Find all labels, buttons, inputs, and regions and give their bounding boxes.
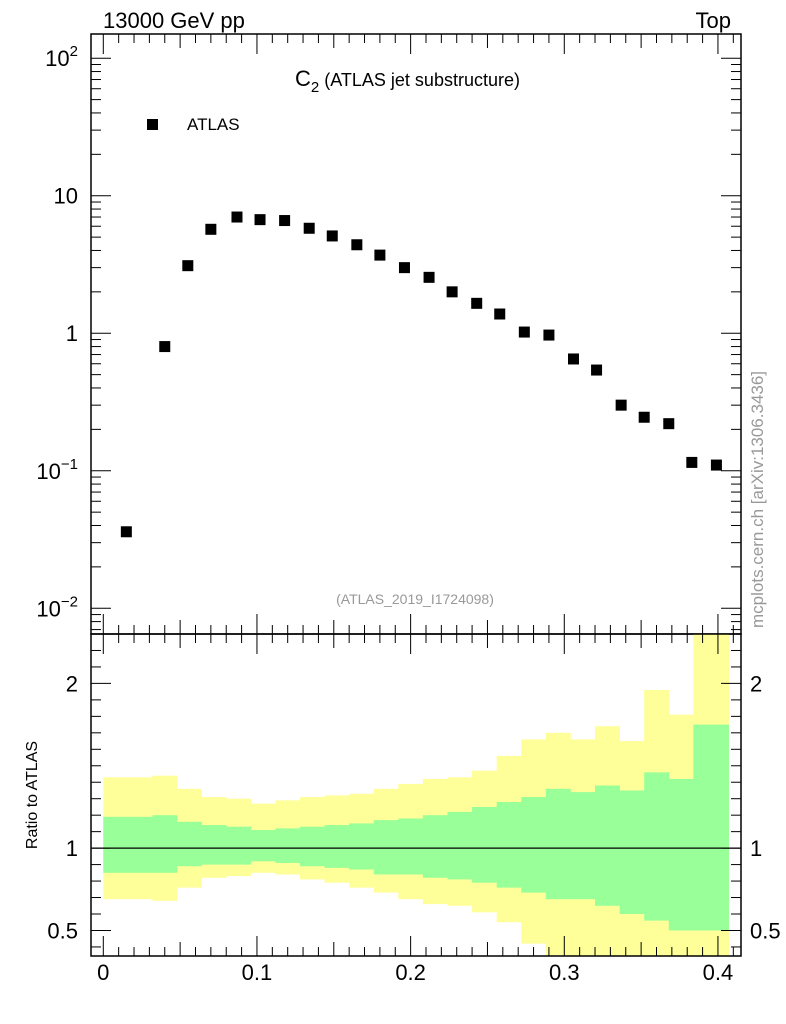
main-y-tick-label: 10−2 [36,593,78,621]
inner-band-bin-10 [349,823,375,870]
data-point-9 [351,239,363,251]
inner-band-bin-3 [177,821,202,867]
analysis-id: (ATLAS_2019_I1724098) [336,591,494,607]
inner-band-bin-19 [570,792,596,900]
inner-band-bin-21 [619,790,645,914]
data-point-0 [120,526,132,538]
ratio-y-tick-label-right: 1 [750,836,762,861]
data-point-12 [423,271,435,283]
x-tick-label: 0.4 [703,960,734,985]
data-point-14 [471,297,483,309]
data-point-15 [494,308,506,320]
data-point-4 [231,211,243,223]
inner-band-bin-6 [250,830,276,862]
main-panel: 102 10 1 10−1 10−2 C2 (ATLAS jet substructur… [36,33,742,635]
inner-band-bin-25 [717,724,730,931]
data-markers [120,211,722,538]
inner-band-bin-0 [103,816,129,873]
data-point-10 [374,249,386,261]
inner-band-bin-12 [398,818,424,875]
inner-band-bin-4 [201,825,227,865]
inner-band-bin-2 [152,815,178,873]
collision-energy-label: 13000 GeV pp [103,8,245,33]
ratio-frame [90,633,742,957]
ratio-y-tick-label-right: 0.5 [750,918,781,943]
inner-band-bin-8 [299,826,325,867]
title-main: C [295,66,311,91]
main-y-tick-label: 102 [45,43,78,71]
inner-band-bin-23 [668,778,694,931]
data-point-2 [182,260,194,272]
data-point-20 [615,399,627,411]
data-point-17 [543,329,555,341]
title-suffix: (ATLAS jet substructure) [319,70,520,90]
data-point-19 [591,364,603,376]
inner-band-bin-24 [693,724,719,931]
watermark: mcplots.cern.ch [arXiv:1306.3436] [748,371,767,628]
uncertainty-bands [103,634,730,956]
legend: ATLAS [147,115,240,134]
x-tick-label: 0.3 [549,960,580,985]
main-y-tick-label: 1 [66,321,78,346]
inner-band-bin-14 [447,811,473,880]
inner-band-bin-22 [644,772,670,921]
inner-band-bin-9 [324,825,350,868]
data-point-21 [638,411,650,423]
data-point-7 [303,222,315,234]
legend-label: ATLAS [187,115,240,134]
ratio-y-tick-label-right: 2 [750,671,762,696]
ratio-y-axis-label: Ratio to ATLAS [24,741,41,849]
main-y-tick-label: 10 [54,184,78,209]
title-subscript: 2 [311,79,319,96]
x-tick-label: 0 [97,960,109,985]
ratio-y-tick-label-left: 1 [66,836,78,861]
ratio-axis-ticks [91,634,741,956]
main-y-tick-labels: 102 10 1 10−1 10−2 [36,43,78,621]
inner-band-bin-13 [422,815,448,878]
data-point-18 [568,353,580,365]
data-point-11 [398,262,410,274]
legend-marker [147,119,158,130]
data-point-22 [663,418,675,430]
data-point-23 [686,456,698,468]
inner-band-bin-5 [226,826,252,865]
inner-band-bin-17 [521,797,547,893]
ratio-panel: 0.5 0.5 1 1 2 2 0 0.1 0.2 0.3 0.4 Ratio to ATLAS [24,633,781,985]
inner-band-bin-15 [472,806,497,883]
ratio-tick-labels: 0.5 0.5 1 1 2 2 0 0.1 0.2 0.3 0.4 [47,671,780,985]
inner-band-bin-16 [496,802,522,888]
data-point-16 [518,326,530,338]
process-label: Top [696,8,731,33]
data-point-3 [205,223,217,235]
inner-band-bin-18 [545,788,571,900]
plot-title: C2 (ATLAS jet substructure) [295,66,520,96]
data-point-6 [279,215,291,227]
inner-band-bin-7 [275,828,301,863]
ratio-y-tick-label-left: 0.5 [47,918,78,943]
ratio-y-tick-label-left: 2 [66,671,78,696]
inner-band-bin-1 [127,816,153,873]
inner-band-bin-11 [373,820,399,875]
main-y-tick-label: 10−1 [36,456,78,484]
x-tick-label: 0.1 [242,960,273,985]
data-point-5 [254,214,266,226]
data-point-24 [710,459,722,471]
inner-band-bin-20 [595,785,620,906]
data-point-1 [159,341,171,353]
main-axis-ticks [91,34,741,634]
data-point-8 [326,230,338,242]
x-tick-label: 0.2 [395,960,426,985]
data-point-13 [446,286,458,298]
